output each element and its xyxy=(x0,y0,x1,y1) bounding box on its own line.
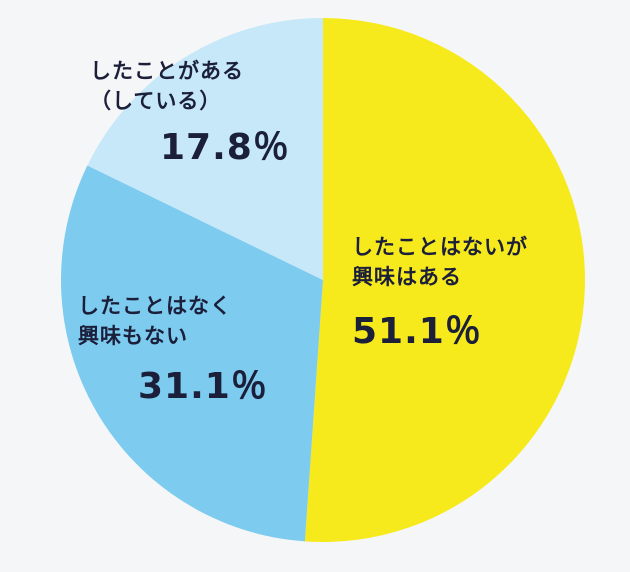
pie-slice-interested xyxy=(304,18,586,542)
slice-label-interested: したことはないが 興味はある 51.1％ xyxy=(352,232,528,352)
slice-value-not-interested: 31.1％ xyxy=(138,366,268,407)
slice-label-experienced: したことがある （している） 17.8％ xyxy=(90,56,290,168)
slice-name-experienced: したことがある （している） xyxy=(90,59,244,113)
slice-label-not-interested: したことはなく 興味もない 31.1％ xyxy=(78,291,268,407)
pie-slice-not-interested xyxy=(61,165,324,542)
pie-slice-experienced xyxy=(87,18,323,280)
slice-value-interested: 51.1％ xyxy=(352,311,482,352)
slice-value-experienced: 17.8％ xyxy=(160,127,290,168)
slice-name-not-interested: したことはなく 興味もない xyxy=(78,294,232,348)
slice-name-interested: したことはないが 興味はある xyxy=(352,235,528,289)
